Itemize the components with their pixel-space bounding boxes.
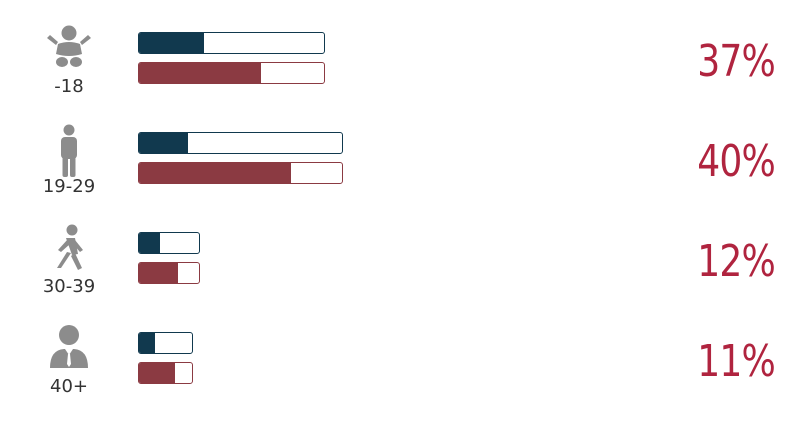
percent-label: 40%: [697, 136, 776, 187]
businessman-icon: [44, 324, 94, 380]
age-group-label: 30-39: [42, 276, 96, 297]
percent-label: 12%: [697, 236, 776, 287]
percent-label: 37%: [697, 36, 776, 87]
bottom-bar: [138, 362, 193, 384]
age-group-label: 19-29: [42, 176, 96, 197]
percent-label: 11%: [697, 336, 776, 387]
top-bar-fill: [139, 33, 204, 53]
bottom-bar-fill: [139, 263, 178, 283]
top-bar: [138, 232, 200, 254]
bottom-bar-fill: [139, 63, 262, 83]
age-group-label: 40+: [50, 376, 88, 397]
top-bar-fill: [139, 233, 160, 253]
top-bar-fill: [139, 133, 188, 153]
bottom-bar: [138, 62, 325, 84]
age-group-label: -18: [54, 76, 84, 97]
bottom-bar: [138, 162, 343, 184]
baby-icon: [44, 24, 94, 80]
top-bar: [138, 132, 343, 154]
bottom-bar: [138, 262, 200, 284]
top-bar: [138, 32, 325, 54]
bottom-bar-fill: [139, 163, 292, 183]
person-walking-icon: [44, 224, 94, 280]
top-bar: [138, 332, 193, 354]
top-bar-fill: [139, 333, 155, 353]
person-standing-icon: [44, 124, 94, 180]
bottom-bar-fill: [139, 363, 176, 383]
